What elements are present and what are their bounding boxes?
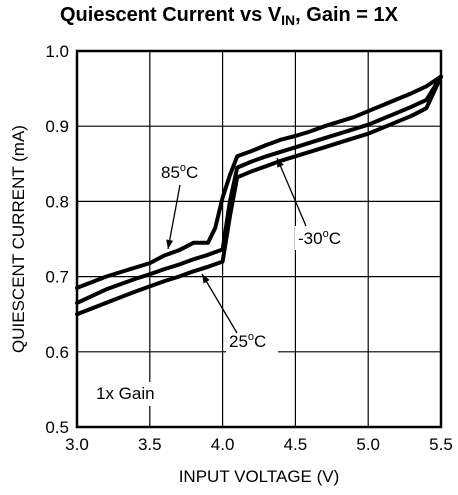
annotation-25c-arrowhead [202, 274, 210, 284]
annotation-85c-background [158, 160, 208, 184]
x-tick-label: 5.5 [429, 435, 453, 454]
x-tick-label: 4.0 [211, 435, 235, 454]
series-85c-line [75, 74, 443, 290]
y-axis-label: QUIESCENT CURRENT (mA) [9, 125, 28, 353]
annotation-25c-unit: C [254, 332, 266, 351]
gain-note: 1x Gain [96, 384, 155, 403]
grid-lines [76, 50, 442, 428]
x-tick-label: 4.5 [284, 435, 308, 454]
annotation-minus30c-label: -30oC [298, 228, 341, 248]
annotation-25c: 25oC [201, 273, 278, 353]
annotation-25c-arrow [201, 273, 238, 334]
series-minus30c-line [75, 74, 443, 305]
x-tick-label: 3.5 [138, 435, 162, 454]
annotation-minus30c-number: -30 [298, 229, 323, 248]
y-tick-label: 0.5 [45, 418, 69, 437]
series-25c-line [75, 74, 443, 317]
annotation-minus30c-arrow [276, 157, 307, 227]
note-background [92, 382, 170, 406]
x-tick-labels: 3.0 3.5 4.0 4.5 5.0 5.5 [65, 435, 453, 454]
chart-title-subscript: IN [281, 12, 296, 28]
annotation-minus30c-background [295, 226, 357, 250]
y-tick-label: 0.6 [45, 343, 69, 362]
chart-title-rest: , Gain = 1X [295, 4, 398, 26]
annotation-minus30c-degree: o [323, 228, 329, 240]
annotation-85c-label: 85oC [161, 162, 198, 182]
chart-title: Quiescent Current vs VIN, Gain = 1X [0, 4, 458, 28]
y-tick-label: 0.7 [45, 268, 69, 287]
annotation-85c-number: 85 [161, 163, 180, 182]
annotation-85c-arrowhead [166, 239, 174, 249]
y-tick-labels: 0.5 0.6 0.7 0.8 0.9 1.0 [45, 42, 69, 437]
x-tick-label: 5.0 [356, 435, 380, 454]
y-tick-label: 0.8 [45, 192, 69, 211]
annotation-85c: 85oC [158, 160, 208, 250]
x-axis-label: INPUT VOLTAGE (V) [179, 467, 340, 486]
annotation-minus30c-unit: C [329, 229, 341, 248]
plot-frame [75, 49, 443, 429]
annotation-25c-label: 25oC [229, 331, 266, 351]
annotation-25c-degree: o [248, 331, 254, 343]
series-lines [75, 74, 443, 317]
annotation-85c-arrow [167, 184, 181, 250]
chart-title-main: Quiescent Current vs V [59, 4, 282, 26]
annotation-85c-unit: C [186, 163, 198, 182]
annotation-minus30c-arrowhead [277, 158, 284, 168]
annotation-25c-background [226, 329, 278, 353]
y-tick-label: 0.9 [45, 117, 69, 136]
annotation-25c-number: 25 [229, 332, 248, 351]
x-tick-label: 3.0 [65, 435, 89, 454]
annotation-85c-degree: o [180, 162, 186, 174]
y-tick-label: 1.0 [45, 42, 69, 61]
annotation-minus30c: -30oC [276, 157, 357, 250]
